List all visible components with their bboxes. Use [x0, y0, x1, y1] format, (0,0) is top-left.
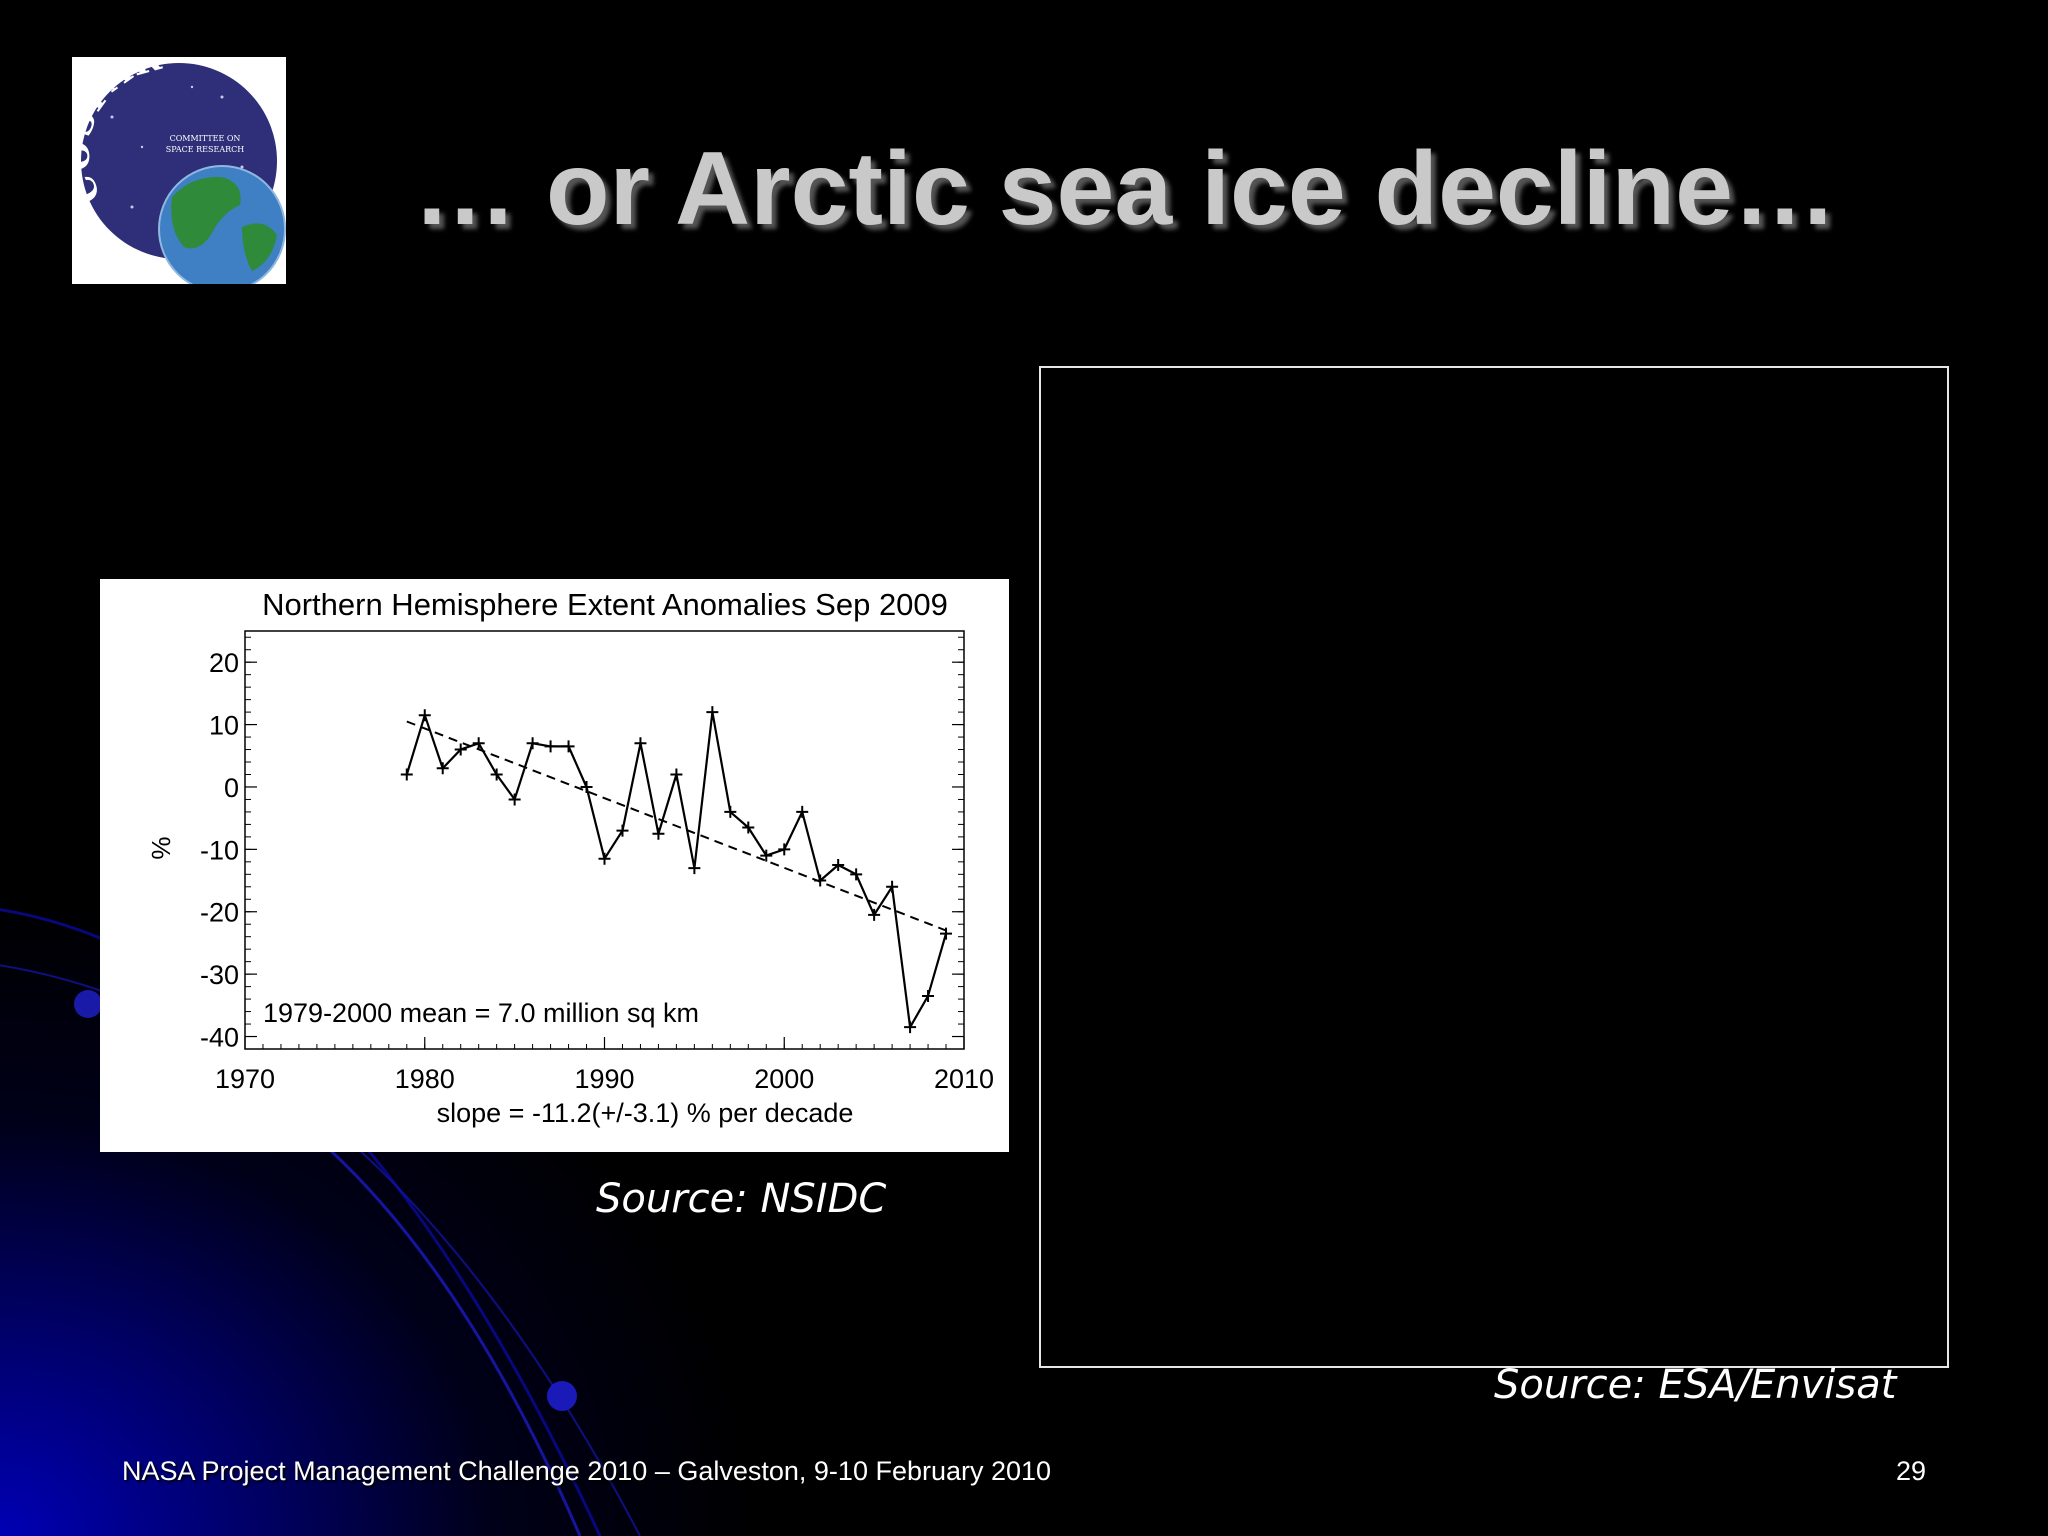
y-tick-label: 10 — [209, 711, 239, 741]
data-point — [418, 709, 431, 722]
y-tick-label: -10 — [200, 835, 239, 865]
data-point — [796, 805, 809, 818]
page-number: 29 — [1895, 1456, 1926, 1486]
y-tick-label: -20 — [200, 898, 239, 928]
x-tick-label: 2000 — [754, 1064, 814, 1094]
data-point — [454, 743, 467, 756]
data-point — [778, 843, 791, 856]
logo-subtitle-1: COMMITTEE ON — [170, 134, 241, 143]
chart-title: Northern Hemisphere Extent Anomalies Sep… — [262, 587, 948, 622]
slide-footer: NASA Project Management Challenge 2010 –… — [122, 1456, 1052, 1486]
data-point — [886, 880, 899, 893]
data-point — [688, 862, 701, 875]
x-tick-label: 1990 — [574, 1064, 634, 1094]
y-tick-label: 0 — [224, 773, 239, 803]
plot-frame — [244, 630, 965, 1050]
cospar-logo: COSPAR COMMITTEE ON SPACE RESEARCH — [72, 57, 286, 284]
slope-annotation: slope = -11.2(+/-3.1) % per decade — [437, 1098, 854, 1128]
data-point — [472, 737, 485, 750]
source-nsidc: Source: NSIDC — [596, 1176, 887, 1222]
data-point — [526, 737, 539, 750]
anomaly-line — [405, 711, 948, 1031]
data-point — [670, 768, 683, 781]
data-point — [544, 740, 557, 753]
data-point — [562, 740, 575, 753]
source-esa: Source: ESA/Envisat — [1494, 1362, 1897, 1408]
data-point — [706, 706, 719, 719]
globe-icon — [158, 165, 286, 284]
data-point — [760, 849, 773, 862]
y-axis-label: % — [146, 836, 176, 859]
y-tick-label: -30 — [200, 960, 239, 990]
logo-subtitle-2: SPACE RESEARCH — [166, 145, 245, 154]
sea-ice-anomaly-chart: Northern Hemisphere Extent Anomalies Sep… — [100, 579, 1009, 1152]
data-point — [832, 858, 845, 871]
data-point — [850, 868, 863, 881]
data-point — [724, 805, 737, 818]
x-tick-label: 1970 — [215, 1064, 275, 1094]
data-point — [922, 989, 935, 1002]
y-tick-label: 20 — [209, 648, 239, 678]
envisat-image-frame — [1039, 366, 1949, 1368]
mean-annotation: 1979-2000 mean = 7.0 million sq km — [263, 998, 699, 1028]
data-point — [868, 908, 881, 921]
data-point — [598, 852, 611, 865]
data-point — [652, 827, 665, 840]
data-point — [904, 1021, 917, 1034]
data-point — [490, 768, 503, 781]
data-point — [634, 737, 647, 750]
data-point — [400, 768, 413, 781]
x-tick-label: 1980 — [395, 1064, 455, 1094]
trend-line — [406, 720, 947, 932]
x-tick-label: 2010 — [934, 1064, 994, 1094]
data-point — [742, 821, 755, 834]
y-tick-label: -40 — [200, 1023, 239, 1053]
data-point — [616, 824, 629, 837]
slide-title: … or Arctic sea ice decline… — [413, 131, 1837, 247]
data-point — [436, 762, 449, 775]
data-point — [508, 793, 521, 806]
data-point — [580, 780, 593, 793]
